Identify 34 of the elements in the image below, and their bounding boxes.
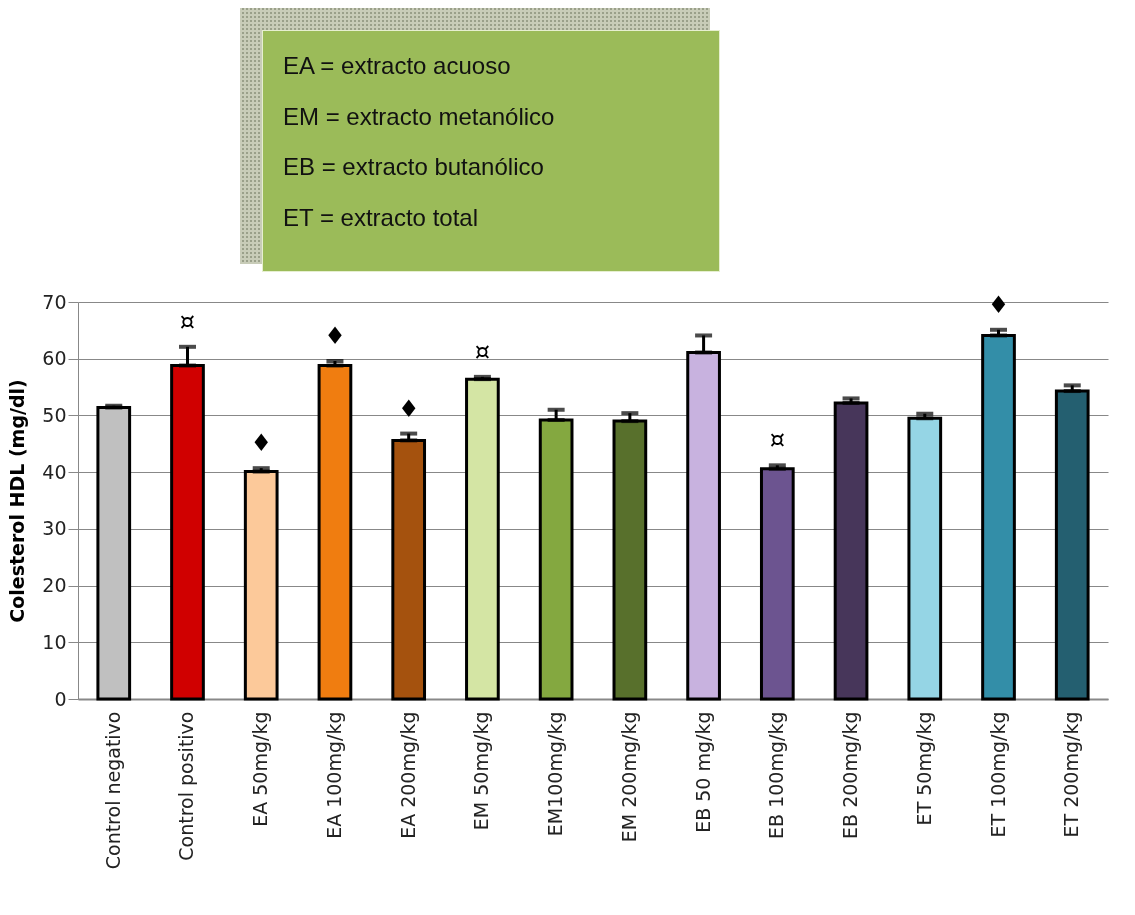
annotation: ♦	[987, 290, 1010, 319]
y-tick-label: 40	[42, 460, 67, 483]
text: EM = extracto metanólico	[283, 101, 556, 132]
annotation: ♦	[250, 429, 272, 458]
x-tick-label: ET 100mg/kg	[986, 711, 1009, 838]
x-tick-label: ET 50mg/kg	[912, 711, 935, 826]
x-tick-label: EA 50mg/kg	[249, 711, 272, 827]
annotation: ¤	[179, 307, 196, 336]
x-tick-label: EM 200mg/kg	[617, 711, 640, 843]
annotation: ♦	[324, 321, 346, 350]
x-tick-label: EB 100mg/kg	[765, 711, 788, 839]
x-tick-label: ET 200mg/kg	[1060, 711, 1083, 838]
y-tick-label: 20	[42, 574, 67, 597]
x-tick-label: EB 200mg/kg	[839, 711, 862, 839]
x-tick-label: EM100mg/kg	[544, 711, 567, 837]
annotation: ♦	[397, 394, 420, 423]
x-tick-label: EM 50mg/kg	[470, 711, 493, 831]
x-tick-label: EA 100mg/kg	[322, 711, 345, 839]
annotation: ¤	[474, 337, 491, 366]
y-tick-label: 30	[42, 517, 67, 540]
y-tick-label: 50	[42, 403, 67, 426]
annotation: ¤	[769, 426, 785, 455]
text: EA = extracto acuoso	[283, 51, 512, 81]
y-tick-label: 60	[42, 347, 67, 370]
y-tick-label: 10	[42, 630, 67, 653]
y-axis-title: Colesterol HDL (mg/dl)	[6, 379, 29, 623]
x-tick-label: Control negativo	[101, 711, 124, 870]
y-tick-label: 0	[54, 687, 67, 710]
x-tick-label: Control positivo	[175, 711, 198, 861]
text: EB = extracto butanólico	[283, 152, 545, 182]
x-tick-label: EB 50 mg/kg	[691, 711, 714, 833]
x-tick-label: EA 200mg/kg	[396, 711, 419, 839]
text: ET = extracto total	[283, 202, 479, 233]
y-tick-label: 70	[42, 290, 67, 313]
